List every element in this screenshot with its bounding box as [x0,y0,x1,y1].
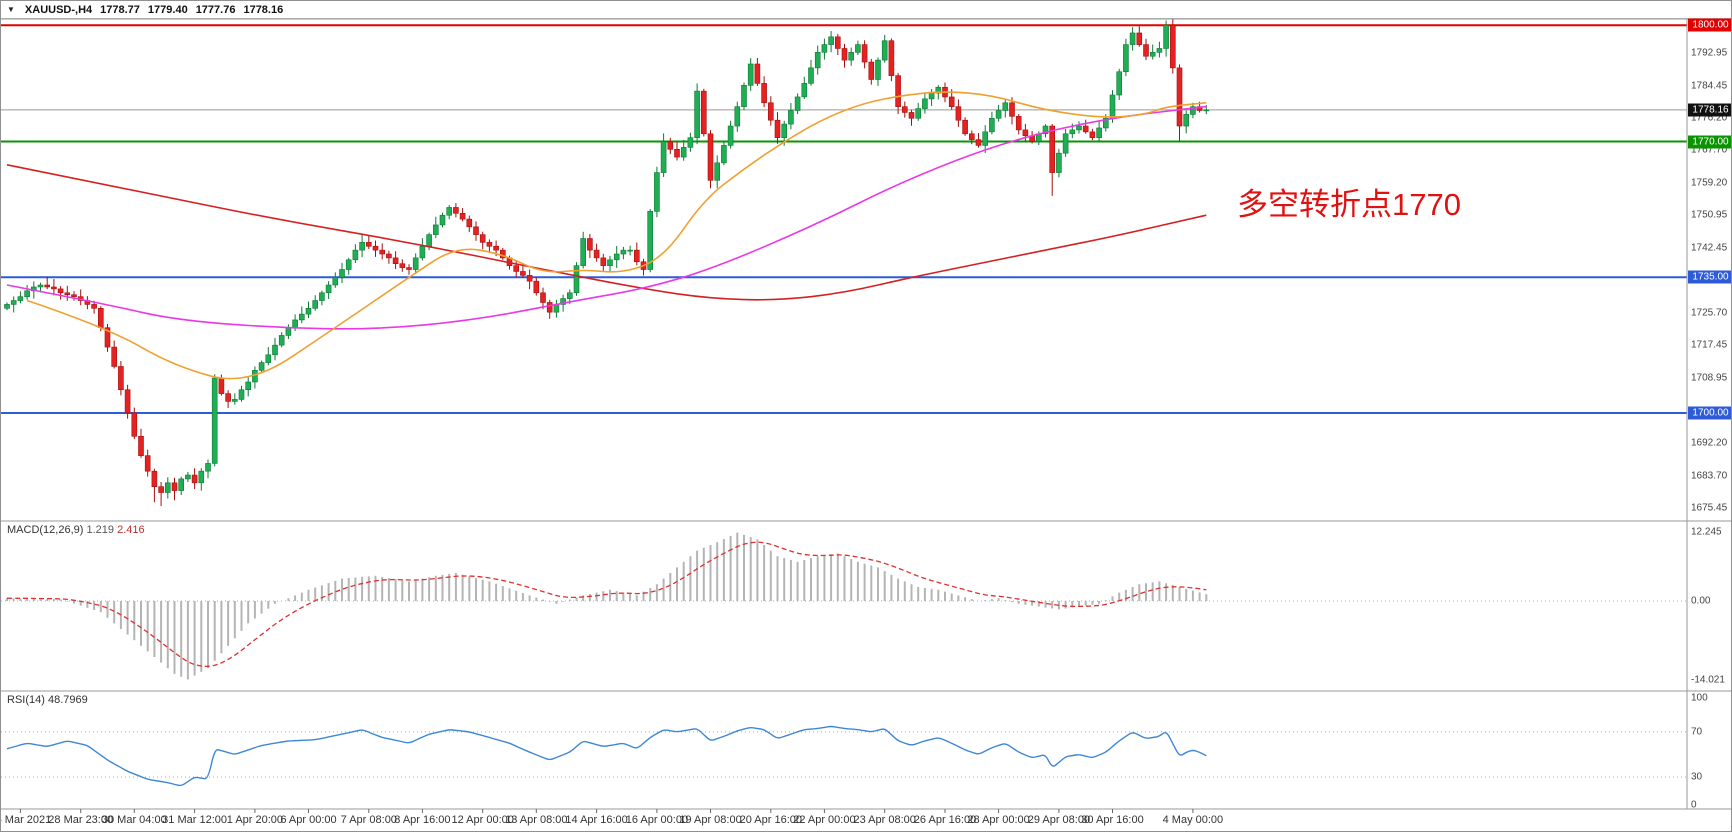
ma-slow-line [6,164,1207,301]
price-label: 1759.20 [1691,177,1728,189]
ohlc-high: 1779.40 [147,3,188,16]
rsi-scale-label: 100 [1691,692,1708,704]
price-label: 1784.45 [1691,80,1728,91]
price-badge-1800.00: 1800.00 [1688,18,1731,32]
time-label: 19 Apr 08:00 [679,814,742,826]
macd-scale-label: 0.00 [1691,595,1711,607]
time-label: 4 May 00:00 [1162,814,1224,826]
macd-main-value: 1.219 [86,524,115,536]
time-label: 30 Apr 16:00 [1081,814,1144,826]
rsi-scale-label: 0 [1691,799,1697,811]
horizontal-lines[interactable] [1,24,1687,415]
price-badge-1778.16: 1778.16 [1688,103,1731,117]
price-label: 1792.95 [1691,47,1728,59]
rsi-panel-label: RSI(14) 48.7969 [7,694,88,706]
price-label: 1776.20 [1691,112,1728,123]
price-label: 1742.45 [1691,242,1728,254]
time-label: 7 Apr 08:00 [340,814,397,826]
time-label: 16 Apr 00:00 [625,814,689,826]
rsi-scale-label: 70 [1691,726,1703,738]
price-badge-1770.00: 1770.00 [1688,135,1731,149]
time-label: 14 Apr 16:00 [565,814,628,826]
time-label: 23 Apr 08:00 [853,814,916,826]
macd-signal-value: 2.416 [117,524,145,536]
price-label: 1692.20 [1691,437,1728,449]
price-label: 1683.70 [1691,470,1728,482]
price-label: 1717.45 [1691,339,1728,351]
ohlc-low: 1777.76 [195,3,236,16]
ma-mid-line [6,105,1207,330]
price-label: 1767.70 [1691,144,1728,156]
time-label: 29 Apr 08:00 [1027,814,1091,826]
time-label: 30 Mar 04:00 [101,814,167,826]
time-label: 20 Apr 16:00 [739,814,802,826]
macd-signal-line [6,541,1207,668]
time-label: 1 Apr 20:00 [226,814,284,826]
time-label: 6 Apr 00:00 [280,814,337,826]
macd-scale-label: 12.245 [1691,526,1722,538]
time-label: 22 Apr 00:00 [793,814,856,826]
time-label: 12 Apr 00:00 [451,814,514,826]
price-badge-1700.00: 1700.00 [1688,406,1731,420]
annotation-text: 多空转折点1770 [1237,187,1461,222]
price-label: 1675.45 [1691,502,1728,514]
price-badge-1735.00: 1735.00 [1688,270,1731,284]
time-label: 28 Mar 23:00 [48,814,114,826]
time-label: 31 Mar 12:00 [162,814,228,826]
ohlc-open: 1778.77 [100,3,140,16]
rsi-value: 48.7969 [47,694,88,706]
chart-dropdown-icon[interactable]: ▼ [7,5,15,14]
price-label: 1750.95 [1691,209,1728,221]
rsi-line [6,725,1207,787]
macd-scale-label: -14.021 [1691,674,1725,686]
time-label: 8 Apr 16:00 [394,814,451,826]
ma-fast-line [26,91,1207,380]
time-label: 26 Apr 16:00 [913,814,977,826]
candles [4,18,1210,507]
rsi-scale-label: 30 [1691,771,1703,783]
time-label: 13 Apr 08:00 [505,814,568,826]
time-label: 28 Apr 00:00 [967,814,1030,826]
price-label: 1725.70 [1691,307,1728,319]
macd-histogram [6,532,1208,680]
macd-panel-label: MACD(12,26,9) 1.219 2.416 [7,524,145,536]
time-label: 25 Mar 2021 [1,814,52,826]
price-label: 1708.95 [1691,372,1728,384]
ohlc-close: 1778.16 [243,3,284,16]
symbol-timeframe: XAUUSD-,H4 [24,3,93,16]
time-axis-ticks [19,809,1194,813]
